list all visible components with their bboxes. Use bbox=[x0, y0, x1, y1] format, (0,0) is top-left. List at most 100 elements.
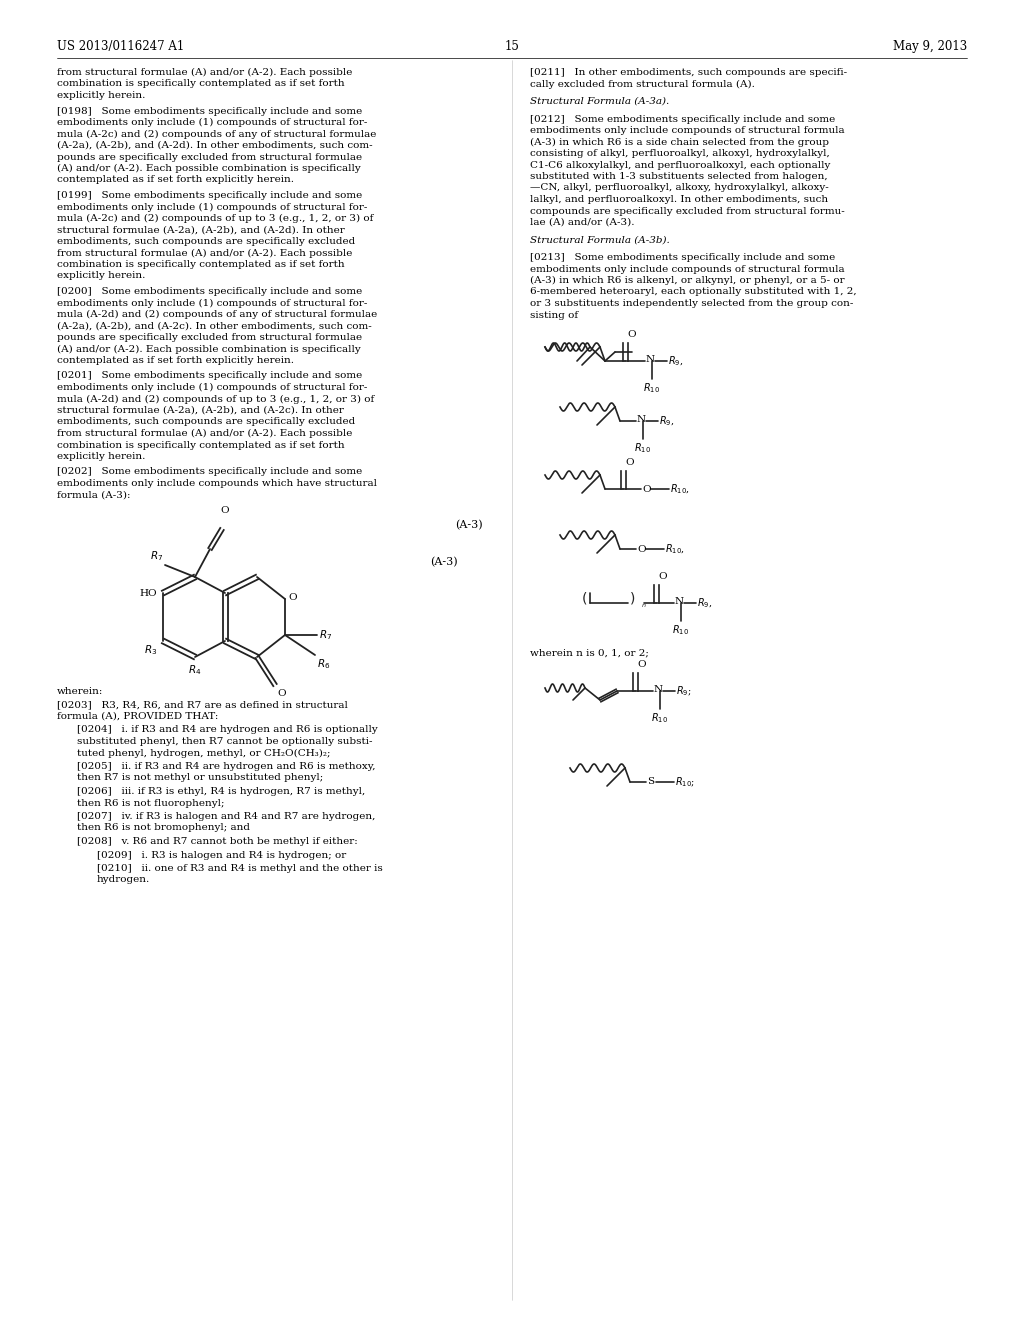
Text: [0200]   Some embodiments specifically include and some: [0200] Some embodiments specifically inc… bbox=[57, 286, 362, 296]
Text: explicitly herein.: explicitly herein. bbox=[57, 451, 145, 461]
Text: [0206]   iii. if R3 is ethyl, R4 is hydrogen, R7 is methyl,: [0206] iii. if R3 is ethyl, R4 is hydrog… bbox=[77, 787, 366, 796]
Text: embodiments only include compounds of structural formula: embodiments only include compounds of st… bbox=[530, 264, 845, 273]
Text: $R_4$: $R_4$ bbox=[188, 663, 202, 677]
Text: mula (A-2d) and (2) compounds of any of structural formulae: mula (A-2d) and (2) compounds of any of … bbox=[57, 310, 377, 319]
Text: contemplated as if set forth explicitly herein.: contemplated as if set forth explicitly … bbox=[57, 356, 294, 366]
Text: mula (A-2c) and (2) compounds of any of structural formulae: mula (A-2c) and (2) compounds of any of … bbox=[57, 129, 377, 139]
Text: Structural Formula (A-3a).: Structural Formula (A-3a). bbox=[530, 96, 670, 106]
Text: $R_7$: $R_7$ bbox=[150, 549, 163, 564]
Text: [0202]   Some embodiments specifically include and some: [0202] Some embodiments specifically inc… bbox=[57, 467, 362, 477]
Text: substituted with 1-3 substituents selected from halogen,: substituted with 1-3 substituents select… bbox=[530, 172, 827, 181]
Text: compounds are specifically excluded from structural formu-: compounds are specifically excluded from… bbox=[530, 206, 845, 215]
Text: [0205]   ii. if R3 and R4 are hydrogen and R6 is methoxy,: [0205] ii. if R3 and R4 are hydrogen and… bbox=[77, 762, 376, 771]
Text: US 2013/0116247 A1: US 2013/0116247 A1 bbox=[57, 40, 184, 53]
Text: N: N bbox=[646, 355, 655, 364]
Text: mula (A-2c) and (2) compounds of up to 3 (e.g., 1, 2, or 3) of: mula (A-2c) and (2) compounds of up to 3… bbox=[57, 214, 374, 223]
Text: embodiments only include (1) compounds of structural for-: embodiments only include (1) compounds o… bbox=[57, 202, 368, 211]
Text: embodiments only include (1) compounds of structural for-: embodiments only include (1) compounds o… bbox=[57, 298, 368, 308]
Text: $R_7$: $R_7$ bbox=[319, 628, 332, 642]
Text: formula (A-3):: formula (A-3): bbox=[57, 491, 130, 499]
Text: $_n$: $_n$ bbox=[641, 601, 647, 610]
Text: or 3 substituents independently selected from the group con-: or 3 substituents independently selected… bbox=[530, 300, 853, 308]
Text: O: O bbox=[625, 458, 634, 467]
Text: ): ) bbox=[630, 591, 635, 605]
Text: $R_9$;: $R_9$; bbox=[676, 684, 692, 698]
Text: combination is specifically contemplated as if set forth: combination is specifically contemplated… bbox=[57, 260, 345, 269]
Text: (A-3) in which R6 is alkenyl, or alkynyl, or phenyl, or a 5- or: (A-3) in which R6 is alkenyl, or alkynyl… bbox=[530, 276, 845, 285]
Text: embodiments only include (1) compounds of structural for-: embodiments only include (1) compounds o… bbox=[57, 117, 368, 127]
Text: lae (A) and/or (A-3).: lae (A) and/or (A-3). bbox=[530, 218, 635, 227]
Text: —CN, alkyl, perfluoroalkyl, alkoxy, hydroxylalkyl, alkoxy-: —CN, alkyl, perfluoroalkyl, alkoxy, hydr… bbox=[530, 183, 828, 193]
Text: May 9, 2013: May 9, 2013 bbox=[893, 40, 967, 53]
Text: (A-2a), (A-2b), and (A-2d). In other embodiments, such com-: (A-2a), (A-2b), and (A-2d). In other emb… bbox=[57, 141, 373, 150]
Text: [0210]   ii. one of R3 and R4 is methyl and the other is: [0210] ii. one of R3 and R4 is methyl an… bbox=[97, 865, 383, 873]
Text: (A-3): (A-3) bbox=[430, 557, 458, 568]
Text: $R_{10}$;: $R_{10}$; bbox=[675, 775, 695, 789]
Text: O: O bbox=[627, 330, 636, 339]
Text: O: O bbox=[658, 572, 667, 581]
Text: structural formulae (A-2a), (A-2b), and (A-2c). In other: structural formulae (A-2a), (A-2b), and … bbox=[57, 407, 344, 414]
Text: S: S bbox=[647, 777, 654, 787]
Text: O: O bbox=[220, 506, 228, 515]
Text: from structural formulae (A) and/or (A-2). Each possible: from structural formulae (A) and/or (A-2… bbox=[57, 429, 352, 438]
Text: [0198]   Some embodiments specifically include and some: [0198] Some embodiments specifically inc… bbox=[57, 107, 362, 116]
Text: embodiments, such compounds are specifically excluded: embodiments, such compounds are specific… bbox=[57, 238, 355, 246]
Text: $R_9$,: $R_9$, bbox=[697, 597, 713, 610]
Text: O: O bbox=[637, 544, 645, 553]
Text: $R_{10}$: $R_{10}$ bbox=[651, 711, 669, 725]
Text: embodiments only include compounds which have structural: embodiments only include compounds which… bbox=[57, 479, 377, 488]
Text: (A-3) in which R6 is a side chain selected from the group: (A-3) in which R6 is a side chain select… bbox=[530, 137, 829, 147]
Text: lalkyl, and perfluoroalkoxyl. In other embodiments, such: lalkyl, and perfluoroalkoxyl. In other e… bbox=[530, 195, 828, 205]
Text: $R_9$,: $R_9$, bbox=[659, 414, 675, 428]
Text: (A-2a), (A-2b), and (A-2c). In other embodiments, such com-: (A-2a), (A-2b), and (A-2c). In other emb… bbox=[57, 322, 372, 330]
Text: O: O bbox=[288, 593, 297, 602]
Text: [0213]   Some embodiments specifically include and some: [0213] Some embodiments specifically inc… bbox=[530, 253, 836, 261]
Text: explicitly herein.: explicitly herein. bbox=[57, 91, 145, 100]
Text: sisting of: sisting of bbox=[530, 310, 579, 319]
Text: Structural Formula (A-3b).: Structural Formula (A-3b). bbox=[530, 235, 670, 244]
Text: $R_{10}$,: $R_{10}$, bbox=[670, 482, 690, 496]
Text: [0201]   Some embodiments specifically include and some: [0201] Some embodiments specifically inc… bbox=[57, 371, 362, 380]
Text: wherein:: wherein: bbox=[57, 686, 103, 696]
Text: [0204]   i. if R3 and R4 are hydrogen and R6 is optionally: [0204] i. if R3 and R4 are hydrogen and … bbox=[77, 726, 378, 734]
Text: from structural formulae (A) and/or (A-2). Each possible: from structural formulae (A) and/or (A-2… bbox=[57, 248, 352, 257]
Text: [0207]   iv. if R3 is halogen and R4 and R7 are hydrogen,: [0207] iv. if R3 is halogen and R4 and R… bbox=[77, 812, 376, 821]
Text: tuted phenyl, hydrogen, methyl, or CH₂O(CH₃)₂;: tuted phenyl, hydrogen, methyl, or CH₂O(… bbox=[77, 748, 331, 758]
Text: [0211]   In other embodiments, such compounds are specifi-: [0211] In other embodiments, such compou… bbox=[530, 69, 847, 77]
Text: [0203]   R3, R4, R6, and R7 are as defined in structural: [0203] R3, R4, R6, and R7 are as defined… bbox=[57, 701, 348, 710]
Text: $R_{10}$: $R_{10}$ bbox=[673, 623, 689, 636]
Text: N: N bbox=[637, 416, 646, 425]
Text: from structural formulae (A) and/or (A-2). Each possible: from structural formulae (A) and/or (A-2… bbox=[57, 69, 352, 77]
Text: wherein n is 0, 1, or 2;: wherein n is 0, 1, or 2; bbox=[530, 648, 649, 657]
Text: (: ( bbox=[582, 591, 588, 605]
Text: mula (A-2d) and (2) compounds of up to 3 (e.g., 1, 2, or 3) of: mula (A-2d) and (2) compounds of up to 3… bbox=[57, 395, 374, 404]
Text: O: O bbox=[637, 660, 645, 669]
Text: N: N bbox=[654, 685, 664, 694]
Text: combination is specifically contemplated as if set forth: combination is specifically contemplated… bbox=[57, 441, 345, 450]
Text: hydrogen.: hydrogen. bbox=[97, 875, 151, 884]
Text: N: N bbox=[675, 598, 684, 606]
Text: cally excluded from structural formula (A).: cally excluded from structural formula (… bbox=[530, 79, 755, 88]
Text: $R_6$: $R_6$ bbox=[317, 657, 331, 671]
Text: 6-membered heteroaryl, each optionally substituted with 1, 2,: 6-membered heteroaryl, each optionally s… bbox=[530, 288, 857, 297]
Text: O: O bbox=[278, 689, 286, 698]
Text: then R6 is not fluorophenyl;: then R6 is not fluorophenyl; bbox=[77, 799, 224, 808]
Text: substituted phenyl, then R7 cannot be optionally substi-: substituted phenyl, then R7 cannot be op… bbox=[77, 737, 373, 746]
Text: HO: HO bbox=[139, 589, 157, 598]
Text: structural formulae (A-2a), (A-2b), and (A-2d). In other: structural formulae (A-2a), (A-2b), and … bbox=[57, 226, 345, 235]
Text: embodiments only include (1) compounds of structural for-: embodiments only include (1) compounds o… bbox=[57, 383, 368, 392]
Text: pounds are specifically excluded from structural formulae: pounds are specifically excluded from st… bbox=[57, 153, 362, 161]
Text: $R_{10}$: $R_{10}$ bbox=[643, 381, 660, 395]
Text: [0199]   Some embodiments specifically include and some: [0199] Some embodiments specifically inc… bbox=[57, 191, 362, 201]
Text: combination is specifically contemplated as if set forth: combination is specifically contemplated… bbox=[57, 79, 345, 88]
Text: (A-3): (A-3) bbox=[455, 520, 482, 531]
Text: [0209]   i. R3 is halogen and R4 is hydrogen; or: [0209] i. R3 is halogen and R4 is hydrog… bbox=[97, 850, 346, 859]
Text: [0212]   Some embodiments specifically include and some: [0212] Some embodiments specifically inc… bbox=[530, 115, 836, 124]
Text: then R6 is not bromophenyl; and: then R6 is not bromophenyl; and bbox=[77, 824, 250, 833]
Text: $R_{10}$: $R_{10}$ bbox=[635, 441, 651, 455]
Text: contemplated as if set forth explicitly herein.: contemplated as if set forth explicitly … bbox=[57, 176, 294, 185]
Text: O: O bbox=[642, 484, 650, 494]
Text: C1-C6 alkoxylalkyl, and perfluoroalkoxyl, each optionally: C1-C6 alkoxylalkyl, and perfluoroalkoxyl… bbox=[530, 161, 830, 169]
Text: 15: 15 bbox=[505, 40, 519, 53]
Text: formula (A), PROVIDED THAT:: formula (A), PROVIDED THAT: bbox=[57, 711, 218, 721]
